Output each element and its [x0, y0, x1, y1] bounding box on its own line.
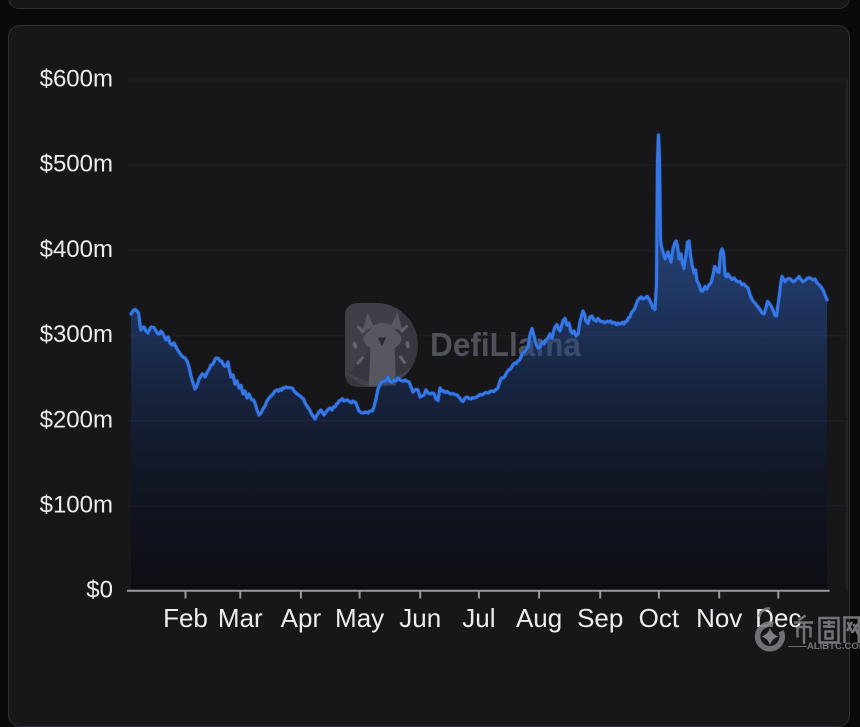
- svg-text:Apr: Apr: [281, 603, 322, 633]
- svg-text:$200m: $200m: [40, 406, 113, 433]
- svg-text:Jul: Jul: [462, 603, 495, 633]
- svg-text:$100m: $100m: [40, 492, 113, 519]
- svg-text:$600m: $600m: [40, 66, 113, 93]
- svg-text:——ALIBTC.COM——: ——ALIBTC.COM——: [788, 641, 860, 652]
- svg-text:$300m: $300m: [40, 321, 113, 348]
- svg-text:May: May: [335, 603, 384, 633]
- svg-text:Oct: Oct: [639, 603, 680, 633]
- svg-text:Jun: Jun: [399, 603, 441, 633]
- svg-text:$0: $0: [86, 577, 113, 604]
- svg-text:Sep: Sep: [577, 603, 623, 633]
- svg-text:$500m: $500m: [40, 151, 113, 178]
- svg-text:Feb: Feb: [163, 603, 208, 633]
- svg-text:Aug: Aug: [516, 603, 562, 633]
- svg-text:Mar: Mar: [218, 603, 263, 633]
- svg-text:Nov: Nov: [696, 603, 742, 633]
- svg-text:$400m: $400m: [40, 236, 113, 263]
